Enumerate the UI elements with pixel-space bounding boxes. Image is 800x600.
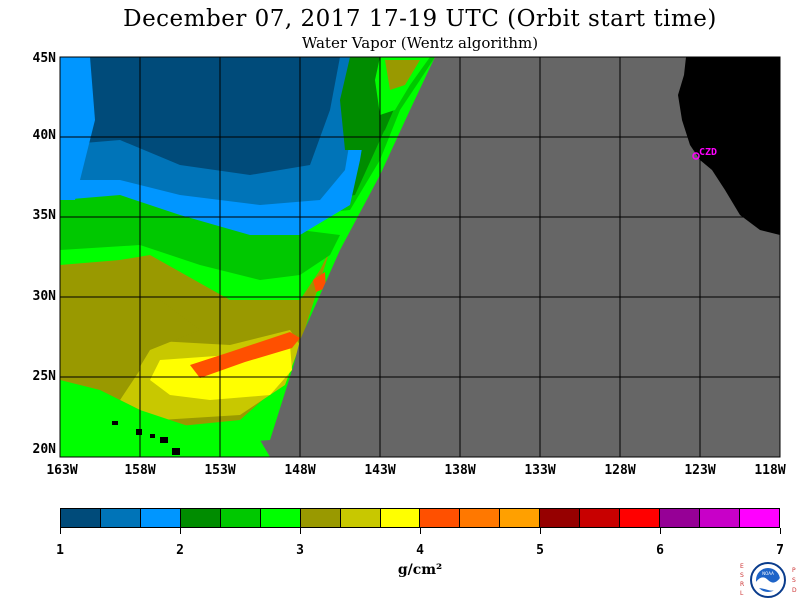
logo-letter-right-3: D [792,587,797,594]
field-band-blue-dark [60,57,340,175]
colorbar-segment [420,509,461,527]
colorbar-segment [220,509,261,527]
colorbar-segment [180,509,221,527]
map-frame [59,56,781,458]
field-band-yellow [150,345,292,400]
noaa-seal-wave [756,577,780,591]
colorbar-segment [460,509,501,527]
colorbar-segment [380,509,421,527]
field-band-lightgreen-sw [60,380,270,457]
colorbar-units: g/cm² [397,562,443,578]
noaa-seal-text: NOAA [762,571,774,576]
lon-label-138w: 138W [444,463,476,478]
swath-edge-mask [270,57,780,457]
lat-label-20n: 20N [32,442,56,457]
colorbar-tick [180,528,181,534]
logo-letter-left-3: R [740,581,744,588]
logo-letter-left-4: L [740,590,744,597]
colorbar-label-6: 6 [656,543,664,558]
lon-label-163w: 163W [46,463,78,478]
colorbar-segment [580,509,621,527]
colorbar-segment [660,509,700,527]
colorbar-tick [420,528,421,534]
station-label: CZD [699,147,718,158]
colorbar-label-1: 1 [56,543,64,558]
field-band-olive-north [385,60,420,90]
colorbar-segment [260,509,301,527]
colorbar-tick [780,528,781,534]
field-spot-orange [313,272,326,292]
field-band-green-mid [60,180,340,280]
lat-label-30n: 30N [32,289,56,304]
colorbar-tick [540,528,541,534]
colorbar-label-3: 3 [296,543,304,558]
lon-label-123w: 123W [684,463,716,478]
colorbar-segment [100,509,141,527]
colorbar-segment [300,509,341,527]
water-vapor-field [60,57,780,457]
lon-label-148w: 148W [284,463,316,478]
lon-label-153w: 153W [204,463,236,478]
lat-label-45n: 45N [32,51,56,66]
colorbar-segment [739,509,779,527]
colorbar-label-2: 2 [176,543,184,558]
colorbar [60,508,780,528]
lat-label-40n: 40N [32,128,56,143]
lon-label-128w: 128W [604,463,636,478]
logo-letter-right-2: S [792,577,796,584]
colorbar-label-7: 7 [776,543,784,558]
colorbar-segment [61,509,101,527]
colorbar-segment [540,509,581,527]
lat-label-25n: 25N [32,369,56,384]
map-title: December 07, 2017 17-19 UTC (Orbit start… [123,6,717,32]
map-subtitle: Water Vapor (Wentz algorithm) [301,34,539,52]
hawaii-islands [112,421,180,455]
lon-label-143w: 143W [364,463,396,478]
land-area [678,57,780,235]
colorbar-label-4: 4 [416,543,424,558]
colorbar-tick [300,528,301,534]
field-band-orange [190,332,300,378]
noaa-logo: E S R L NOAA P S D [740,562,797,598]
colorbar-segment [700,509,740,527]
lat-label-35n: 35N [32,208,56,223]
colorbar-segment [500,509,541,527]
lon-label-133w: 133W [524,463,556,478]
logo-letter-left-2: S [740,572,744,579]
colorbar-segment [620,509,661,527]
colorbar-segment [140,509,181,527]
colorbar-tick [660,528,661,534]
station-marker [692,152,700,160]
colorbar-segment [340,509,381,527]
field-band-blue-west-edge [60,57,95,205]
field-band-green-west-edge [60,200,85,245]
logo-letter-left-1: E [740,563,744,570]
colorbar-label-5: 5 [536,543,544,558]
lon-label-118w: 118W [754,463,786,478]
colorbar-tick [60,528,61,534]
logo-letter-right-1: P [792,567,796,574]
lon-label-158w: 158W [124,463,156,478]
